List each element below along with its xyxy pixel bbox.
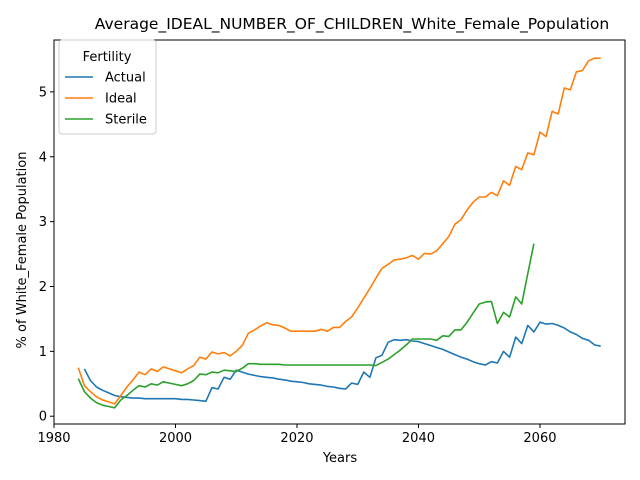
y-tick-label: 0 — [39, 410, 47, 425]
series-line-sterile — [77, 243, 535, 409]
series-line-actual — [83, 321, 601, 403]
x-axis-label: Years — [322, 451, 358, 466]
x-tick-label: 2060 — [523, 431, 556, 446]
y-axis-ticks: 0 1 2 3 4 5 — [39, 85, 54, 425]
series-layer — [77, 57, 601, 409]
y-axis-label: % of White_Female Population — [15, 152, 30, 349]
plot-area: 1980 2000 2020 2040 2060 0 1 2 3 4 5 — [37, 39, 626, 446]
legend-title: Fertility — [83, 50, 132, 65]
y-tick-label: 4 — [39, 150, 47, 165]
legend-label-sterile: Sterile — [105, 113, 147, 128]
y-tick-label: 1 — [39, 345, 47, 360]
plot-frame — [53, 39, 626, 425]
y-tick-label: 2 — [39, 280, 47, 295]
x-axis-ticks: 1980 2000 2020 2040 2060 — [37, 424, 557, 446]
y-tick-label: 5 — [39, 85, 47, 100]
series-line-ideal — [77, 57, 601, 405]
x-tick-label: 2040 — [402, 431, 435, 446]
x-tick-label: 2020 — [280, 431, 313, 446]
chart-title: Average_IDEAL_NUMBER_OF_CHILDREN_White_F… — [95, 15, 609, 34]
legend-entries: Actual Ideal Sterile — [65, 71, 147, 128]
legend: Fertility Actual Ideal Sterile — [58, 39, 157, 135]
x-tick-label: 1980 — [37, 431, 70, 446]
legend-label-ideal: Ideal — [105, 92, 137, 107]
legend-label-actual: Actual — [105, 71, 146, 86]
legend-box — [58, 39, 157, 135]
y-tick-label: 3 — [39, 215, 47, 230]
x-tick-label: 2000 — [159, 431, 192, 446]
